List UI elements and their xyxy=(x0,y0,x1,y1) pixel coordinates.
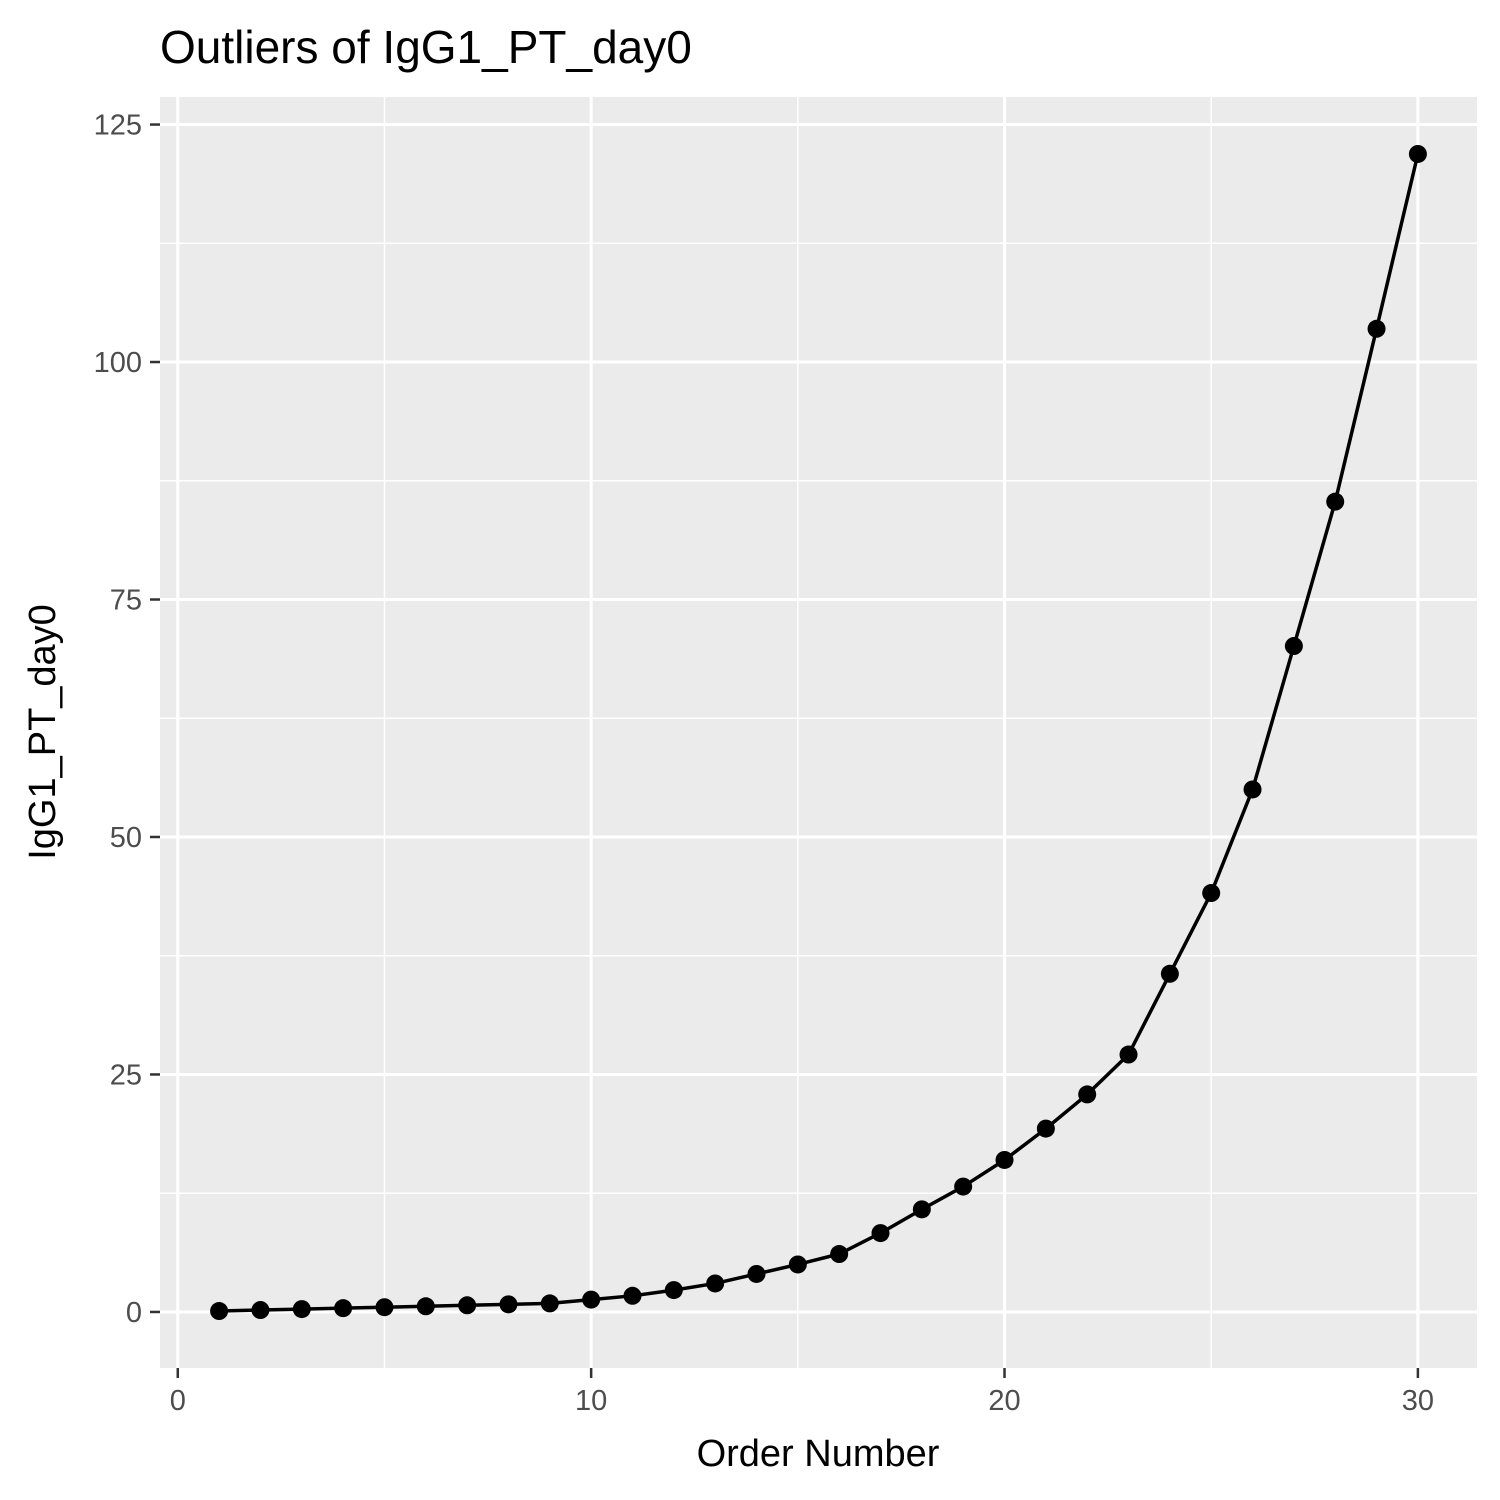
data-point xyxy=(458,1296,477,1315)
data-point xyxy=(954,1177,973,1196)
data-point xyxy=(1326,492,1345,511)
data-point xyxy=(706,1274,725,1293)
data-point xyxy=(1160,964,1179,983)
data-point xyxy=(1078,1085,1097,1104)
x-tick-label: 0 xyxy=(170,1385,186,1417)
plot-panel xyxy=(160,97,1477,1368)
data-point xyxy=(747,1264,766,1283)
y-tick-label: 0 xyxy=(126,1297,142,1329)
y-axis-title: IgG1_PT_day0 xyxy=(22,604,64,860)
data-point xyxy=(623,1286,642,1305)
data-point xyxy=(334,1299,353,1318)
data-point xyxy=(1284,637,1303,656)
y-tick-label: 125 xyxy=(94,110,142,142)
data-point xyxy=(788,1255,807,1274)
data-point xyxy=(1119,1045,1138,1064)
data-point xyxy=(871,1224,890,1243)
y-tick-label: 50 xyxy=(110,822,142,854)
data-point xyxy=(912,1200,931,1219)
x-tick-label: 10 xyxy=(575,1385,607,1417)
data-point xyxy=(416,1297,435,1316)
data-point xyxy=(664,1281,683,1300)
data-point xyxy=(1243,780,1262,799)
axis-ticks xyxy=(150,123,1420,1378)
x-tick-label: 20 xyxy=(988,1385,1020,1417)
data-point xyxy=(540,1294,559,1313)
data-point xyxy=(375,1298,394,1317)
y-tick-label: 100 xyxy=(94,347,142,379)
minor-gridlines xyxy=(160,97,1477,1368)
chart-title: Outliers of IgG1_PT_day0 xyxy=(160,21,692,73)
data-point xyxy=(292,1300,311,1319)
data-point xyxy=(210,1302,229,1321)
series-layer xyxy=(210,144,1427,1321)
data-point xyxy=(1408,144,1427,163)
data-point xyxy=(1202,884,1221,903)
data-point xyxy=(830,1245,849,1264)
x-tick-label: 30 xyxy=(1402,1385,1434,1417)
y-tick-label: 75 xyxy=(110,585,142,617)
tick-labels: 0 10 20 30 0 25 50 75 100 125 xyxy=(94,110,1434,1417)
data-point xyxy=(582,1290,601,1309)
y-tick-label: 25 xyxy=(110,1059,142,1091)
data-point xyxy=(499,1295,518,1314)
data-point xyxy=(1367,319,1386,338)
major-gridlines xyxy=(160,97,1477,1368)
x-axis-title: Order Number xyxy=(697,1433,940,1475)
data-point xyxy=(251,1301,270,1320)
data-point xyxy=(995,1150,1014,1169)
data-point xyxy=(1036,1119,1055,1138)
